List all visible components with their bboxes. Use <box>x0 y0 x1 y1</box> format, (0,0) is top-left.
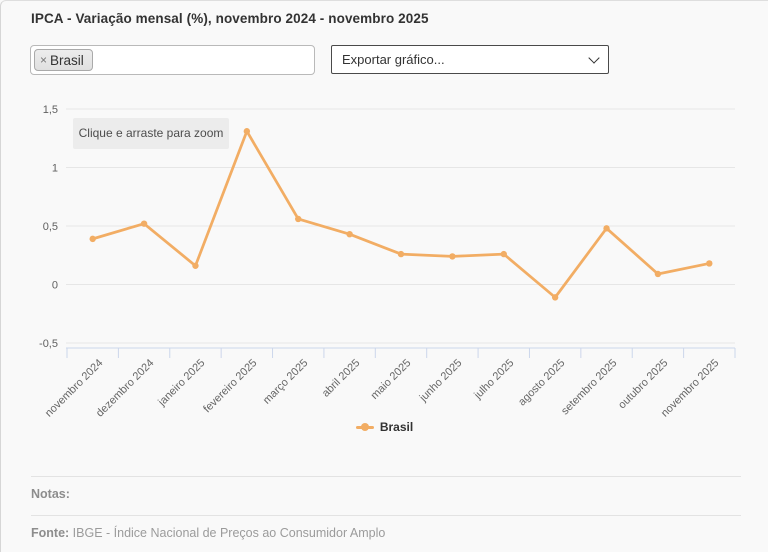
chart-svg: 1,5 1 0,5 0 -0,5 <box>39 104 736 358</box>
remove-tag-icon[interactable]: × <box>40 53 48 67</box>
svg-text:0,5: 0,5 <box>43 221 58 233</box>
region-chip-label: Brasil <box>50 52 84 68</box>
source-text: IBGE - Índice Nacional de Preços ao Cons… <box>72 526 386 540</box>
region-tag-input[interactable]: × Brasil <box>30 45 315 75</box>
legend-line-icon <box>355 423 374 431</box>
chevron-down-icon <box>588 51 600 64</box>
source-divider <box>31 515 741 516</box>
export-select-value: Exportar gráfico... <box>342 52 445 67</box>
zoom-hint: Clique e arraste para zoom <box>73 118 229 149</box>
chart-area[interactable]: 1,5 1 0,5 0 -0,5 Clique e arraste para zoom … <box>1 91 768 461</box>
source-label: Fonte: <box>31 526 70 540</box>
legend-marker-icon <box>360 423 369 431</box>
source-line: Fonte: IBGE - Índice Nacional de Preços … <box>31 526 385 540</box>
export-chart-select[interactable]: Exportar gráfico... <box>331 45 609 74</box>
svg-text:-0,5: -0,5 <box>39 338 58 350</box>
page-title: IPCA - Variação mensal (%), novembro 202… <box>31 11 429 26</box>
region-chip[interactable]: × Brasil <box>34 49 93 71</box>
svg-text:1,5: 1,5 <box>43 104 58 116</box>
svg-text:0: 0 <box>52 280 58 292</box>
notes-divider <box>31 476 741 477</box>
legend-label: Brasil <box>379 420 414 434</box>
legend-item-brasil[interactable]: Brasil <box>1 420 768 434</box>
notes-label: Notas: <box>31 487 70 501</box>
svg-text:1: 1 <box>52 163 58 175</box>
